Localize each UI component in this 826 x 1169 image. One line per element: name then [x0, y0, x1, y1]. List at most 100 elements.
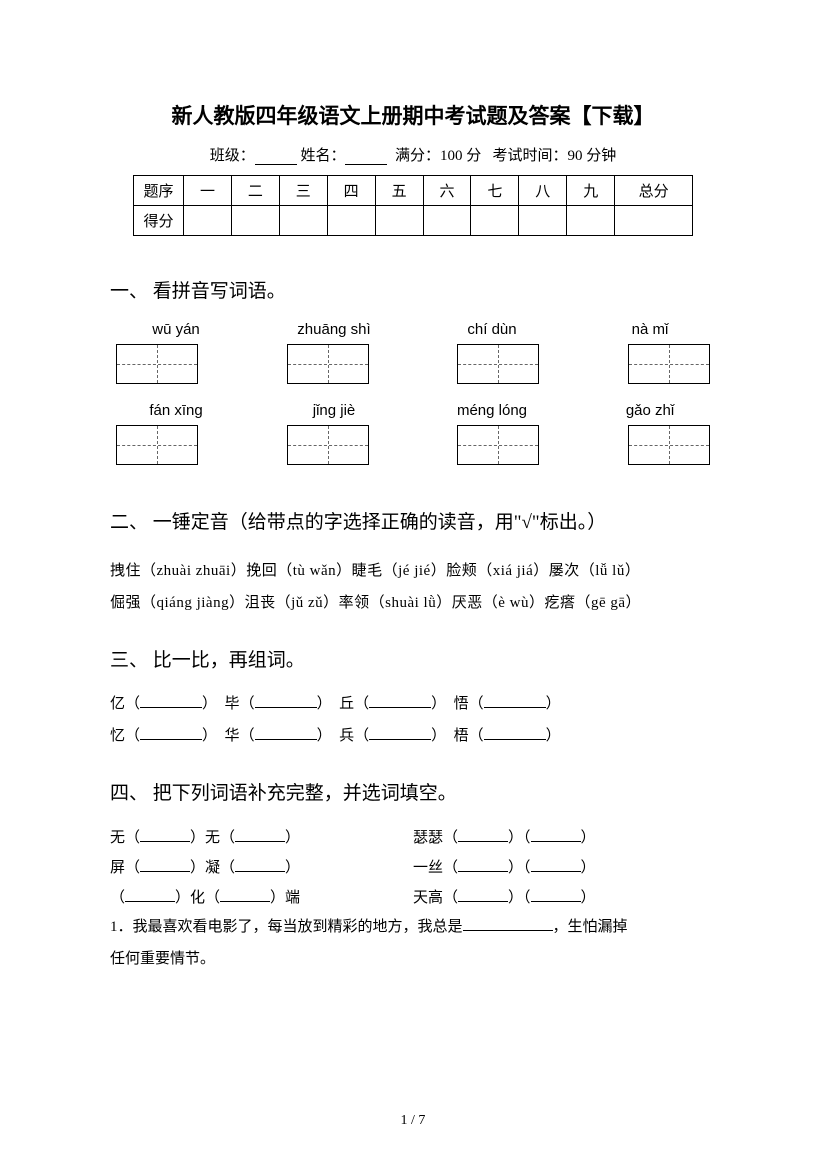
q3-row: 忆（） 华（） 兵（） 梧（）	[110, 722, 716, 750]
blank[interactable]	[220, 888, 270, 902]
table-row: 题序 一 二 三 四 五 六 七 八 九 总分	[134, 176, 693, 206]
char: 梧	[454, 728, 469, 744]
col-cell: 二	[231, 176, 279, 206]
header-label: 题序	[134, 176, 184, 206]
pinyin-item: chí dùn	[432, 321, 552, 338]
blank[interactable]	[255, 726, 317, 740]
class-blank[interactable]	[255, 151, 297, 165]
score-table: 题序 一 二 三 四 五 六 七 八 九 总分 得分	[133, 175, 693, 236]
col-cell: 五	[375, 176, 423, 206]
score-cell[interactable]	[327, 206, 375, 236]
blank[interactable]	[531, 858, 581, 872]
score-cell[interactable]	[519, 206, 567, 236]
blank[interactable]	[458, 828, 508, 842]
score-cell[interactable]	[375, 206, 423, 236]
q4-item: （）化（）端	[110, 883, 413, 913]
blank[interactable]	[255, 694, 317, 708]
class-label: 班级：	[210, 148, 255, 164]
q2-line2: 倔强（qiáng jiàng）沮丧（jǔ zǔ）率领（shuài lǜ）厌恶（è…	[110, 589, 716, 617]
time-label: 考试时间：	[493, 148, 568, 164]
exam-title: 新人教版四年级语文上册期中考试题及答案【下载】	[110, 100, 716, 130]
time-value: 90 分钟	[568, 148, 617, 164]
blank[interactable]	[125, 888, 175, 902]
chargrid-row	[110, 344, 716, 384]
blank[interactable]	[463, 917, 553, 931]
blank[interactable]	[140, 726, 202, 740]
char: 毕	[225, 696, 240, 712]
col-cell: 三	[279, 176, 327, 206]
char-grid[interactable]	[287, 344, 369, 384]
q4-sentence-1: 1．我最喜欢看电影了，每当放到精彩的地方，我总是，生怕漏掉	[110, 913, 716, 941]
pinyin-item: zhuāng shì	[274, 321, 394, 338]
char: 兵	[339, 728, 354, 744]
blank[interactable]	[235, 858, 285, 872]
pinyin-item: fán xīng	[116, 402, 236, 419]
char-grid[interactable]	[457, 344, 539, 384]
col-cell: 八	[519, 176, 567, 206]
col-cell: 总分	[615, 176, 693, 206]
col-cell: 一	[184, 176, 232, 206]
score-cell[interactable]	[615, 206, 693, 236]
col-cell: 四	[327, 176, 375, 206]
char: 丘	[339, 696, 354, 712]
chargrid-row	[110, 425, 716, 465]
blank[interactable]	[369, 694, 431, 708]
name-label: 姓名：	[300, 148, 345, 164]
pinyin-item: méng lóng	[432, 402, 552, 419]
q4-grid: 无（）无（） 屏（）凝（） （）化（）端 瑟瑟（）（） 一丝（）（） 天高（）（…	[110, 823, 716, 913]
fullscore-value: 100 分	[440, 148, 481, 164]
q4-item: 屏（）凝（）	[110, 853, 413, 883]
q2-title: 二、 一锤定音（给带点的字选择正确的读音，用"√"标出。）	[110, 507, 716, 539]
q3-title: 三、 比一比，再组词。	[110, 645, 716, 672]
blank[interactable]	[458, 858, 508, 872]
score-cell[interactable]	[423, 206, 471, 236]
pinyin-item: wū yán	[116, 321, 236, 338]
pinyin-item: nà mǐ	[590, 321, 710, 338]
q4-item: 天高（）（）	[413, 883, 716, 913]
score-cell[interactable]	[231, 206, 279, 236]
q4-title: 四、 把下列词语补充完整，并选词填空。	[110, 778, 716, 805]
score-cell[interactable]	[184, 206, 232, 236]
blank[interactable]	[140, 694, 202, 708]
char-grid[interactable]	[116, 344, 198, 384]
q4-item: 无（）无（）	[110, 823, 413, 853]
pinyin-row: wū yán zhuāng shì chí dùn nà mǐ	[110, 321, 716, 338]
char: 华	[225, 728, 240, 744]
page-footer: 1 / 7	[0, 1113, 826, 1129]
blank[interactable]	[531, 828, 581, 842]
q4-item: 一丝（）（）	[413, 853, 716, 883]
q4-right-col: 瑟瑟（）（） 一丝（）（） 天高（）（）	[413, 823, 716, 913]
score-cell[interactable]	[279, 206, 327, 236]
blank[interactable]	[458, 888, 508, 902]
pinyin-item: gǎo zhǐ	[590, 402, 710, 419]
char-grid[interactable]	[116, 425, 198, 465]
char: 忆	[110, 728, 125, 744]
char-grid[interactable]	[287, 425, 369, 465]
q1-title: 一、 看拼音写词语。	[110, 276, 716, 303]
pinyin-row: fán xīng jǐng jiè méng lóng gǎo zhǐ	[110, 402, 716, 419]
q4-sentence-1b: 任何重要情节。	[110, 945, 716, 973]
blank[interactable]	[140, 858, 190, 872]
q4-item: 瑟瑟（）（）	[413, 823, 716, 853]
blank[interactable]	[235, 828, 285, 842]
blank[interactable]	[369, 726, 431, 740]
char-grid[interactable]	[457, 425, 539, 465]
char-grid[interactable]	[628, 344, 710, 384]
pinyin-item: jǐng jiè	[274, 402, 394, 419]
score-cell[interactable]	[567, 206, 615, 236]
q4-left-col: 无（）无（） 屏（）凝（） （）化（）端	[110, 823, 413, 913]
col-cell: 九	[567, 176, 615, 206]
q3-row: 亿（） 毕（） 丘（） 悟（）	[110, 690, 716, 718]
score-cell[interactable]	[471, 206, 519, 236]
col-cell: 六	[423, 176, 471, 206]
name-blank[interactable]	[345, 151, 387, 165]
blank[interactable]	[140, 828, 190, 842]
char-grid[interactable]	[628, 425, 710, 465]
meta-row: 班级： 姓名： 满分：100 分 考试时间：90 分钟	[110, 144, 716, 165]
blank[interactable]	[484, 694, 546, 708]
blank[interactable]	[531, 888, 581, 902]
blank[interactable]	[484, 726, 546, 740]
score-label: 得分	[134, 206, 184, 236]
char: 亿	[110, 696, 125, 712]
char: 悟	[454, 696, 469, 712]
